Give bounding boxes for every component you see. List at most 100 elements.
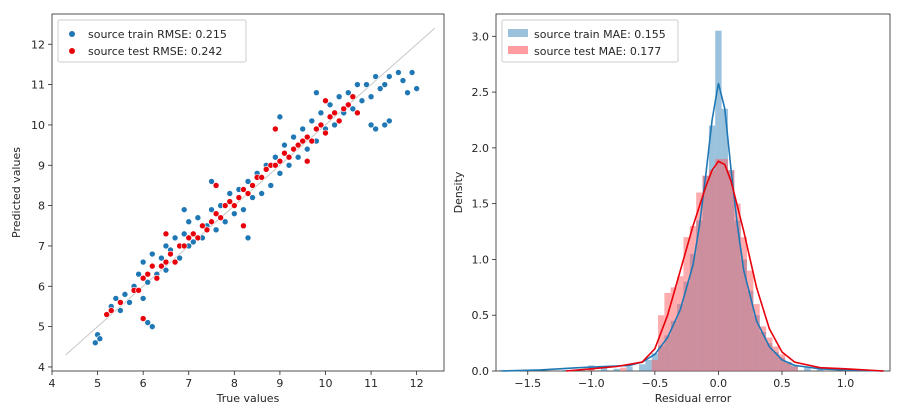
train-point bbox=[176, 254, 183, 262]
train-point bbox=[139, 295, 147, 302]
train-point bbox=[349, 105, 357, 113]
test-bar bbox=[791, 366, 798, 371]
scatter-x-tick-label: 4 bbox=[49, 377, 56, 390]
test-point bbox=[249, 182, 256, 189]
train-point bbox=[112, 295, 120, 302]
train-point bbox=[221, 218, 229, 226]
histogram-marks bbox=[499, 30, 884, 372]
train-point bbox=[171, 234, 179, 242]
train-point bbox=[408, 69, 416, 76]
histogram-x-tick-label: −1.5 bbox=[514, 377, 541, 390]
test-point bbox=[203, 226, 211, 234]
train-point bbox=[144, 278, 152, 286]
histogram-x-tick-label: 0.0 bbox=[710, 377, 728, 390]
test-point bbox=[167, 250, 174, 258]
train-point bbox=[386, 117, 393, 125]
train-point bbox=[180, 230, 188, 238]
scatter-x-tick-label: 12 bbox=[410, 377, 424, 390]
train-point bbox=[344, 89, 352, 96]
train-point bbox=[381, 121, 389, 129]
legend-label-test: source test RMSE: 0.242 bbox=[88, 45, 222, 58]
test-point bbox=[285, 153, 293, 161]
test-point bbox=[290, 145, 297, 153]
histogram-legend-box bbox=[501, 19, 679, 63]
scatter-y-tick-label: 9 bbox=[38, 159, 45, 172]
train-point bbox=[272, 153, 279, 161]
test-bar bbox=[740, 237, 748, 371]
test-point bbox=[299, 137, 306, 145]
train-point bbox=[326, 101, 334, 109]
test-point bbox=[244, 190, 252, 197]
test-point bbox=[135, 287, 142, 294]
train-point bbox=[194, 214, 202, 222]
legend-label-test-mae: source test MAE: 0.177 bbox=[534, 45, 661, 58]
test-bar bbox=[670, 287, 678, 371]
test-point bbox=[199, 222, 206, 230]
train-point bbox=[285, 161, 293, 169]
test-point bbox=[212, 182, 220, 189]
train-bar bbox=[645, 359, 652, 371]
train-point bbox=[276, 170, 284, 177]
train-point bbox=[381, 81, 389, 88]
train-point bbox=[244, 178, 252, 185]
train-point bbox=[281, 141, 288, 149]
histogram-y-tick-label: 2.5 bbox=[472, 86, 490, 99]
test-point bbox=[262, 166, 270, 173]
train-point bbox=[363, 81, 370, 88]
test-bar bbox=[778, 354, 786, 371]
test-point bbox=[103, 311, 110, 318]
test-point bbox=[240, 222, 247, 230]
train-point bbox=[162, 266, 170, 274]
histogram-x-tick-label: 0.5 bbox=[773, 377, 791, 390]
train-bar bbox=[804, 367, 811, 371]
train-point bbox=[240, 206, 247, 213]
test-point bbox=[144, 270, 152, 278]
train-bar bbox=[816, 368, 824, 371]
train-point bbox=[358, 97, 366, 105]
test-point bbox=[194, 234, 202, 242]
test-point bbox=[326, 113, 334, 121]
train-point bbox=[413, 85, 420, 92]
train-point bbox=[354, 81, 361, 88]
histogram-y-tick-label: 1.0 bbox=[472, 253, 490, 266]
train-point bbox=[126, 299, 133, 306]
scatter-y-tick-label: 4 bbox=[38, 361, 45, 374]
scatter-legend: source train RMSE: 0.215 source test RMS… bbox=[57, 19, 247, 63]
train-point bbox=[299, 125, 306, 133]
train-point bbox=[290, 133, 297, 141]
train-point bbox=[372, 73, 379, 80]
test-point bbox=[272, 125, 279, 133]
scatter-x-tick-label: 5 bbox=[94, 377, 101, 390]
histogram-x-tick-label: 1.0 bbox=[837, 377, 855, 390]
scatter-y-tick-label: 11 bbox=[31, 79, 45, 92]
train-bar bbox=[638, 364, 646, 371]
histogram-y-axis-label: Density bbox=[452, 171, 465, 213]
test-point bbox=[344, 101, 352, 109]
train-kde-line bbox=[502, 83, 884, 372]
train-point bbox=[276, 113, 284, 121]
train-point bbox=[258, 190, 265, 197]
legend-marker-test bbox=[69, 48, 75, 54]
scatter-x-tick-label: 6 bbox=[140, 377, 147, 390]
train-point bbox=[317, 109, 325, 117]
train-point bbox=[208, 206, 215, 213]
test-point bbox=[303, 157, 311, 165]
test-bar bbox=[619, 367, 627, 371]
test-point bbox=[212, 210, 220, 217]
histogram-y-ticks: 0.0 0.5 1.0 1.5 2.0 2.5 3.0 bbox=[472, 30, 496, 378]
test-bar bbox=[753, 304, 760, 371]
train-point bbox=[208, 178, 215, 185]
histogram-panel: −1.5 −1.0 −0.5 0.0 0.5 1.0 0.0 0.5 1.0 1.5 2.0 2.5… bbox=[452, 13, 891, 405]
train-point bbox=[144, 319, 152, 326]
train-bar bbox=[626, 366, 633, 371]
test-point bbox=[317, 121, 325, 129]
train-point bbox=[367, 121, 375, 129]
legend-label-train-mae: source train MAE: 0.155 bbox=[534, 28, 666, 41]
test-point bbox=[148, 262, 156, 270]
histogram-x-ticks: −1.5 −1.0 −0.5 0.0 0.5 1.0 bbox=[514, 371, 854, 390]
test-bar bbox=[708, 170, 716, 371]
test-point bbox=[235, 194, 243, 201]
scatter-y-tick-label: 12 bbox=[31, 38, 45, 51]
test-bar bbox=[734, 203, 741, 371]
